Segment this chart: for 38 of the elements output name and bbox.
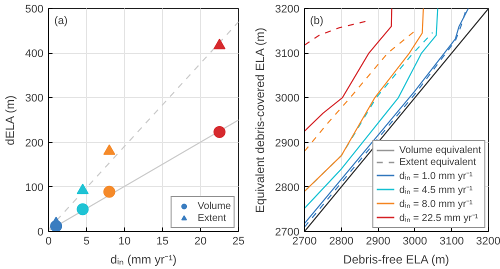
legend-label: dᵢₙ = 1.0 mm yr⁻¹ [399, 170, 473, 182]
annotation: (a) [54, 15, 68, 28]
y-tick-label: 2800 [275, 182, 300, 194]
y-tick-label: 2900 [275, 137, 300, 150]
legend-label: dᵢₙ = 8.0 mm yr⁻¹ [399, 198, 473, 210]
x-tick-label: 2700 [292, 236, 317, 248]
x-axis-title: Debris-free ELA (m) [343, 252, 450, 266]
x-tick-label: 3200 [476, 236, 500, 248]
y-axis-title: Equivalent debris-covered ELA (m) [253, 28, 268, 214]
y-tick-label: 0 [37, 226, 44, 238]
x-tick-label: 15 [156, 236, 169, 248]
legend-label: Volume [198, 200, 231, 212]
x-tick-label: 10 [118, 236, 131, 248]
x-tick-label: 2900 [366, 236, 390, 248]
x-tick-label: 0 [45, 236, 52, 248]
legend-label: Extent equivalent [399, 156, 476, 168]
y-tick-label: 3000 [275, 92, 300, 105]
y-tick-label: 500 [25, 4, 44, 16]
legend-label: Volume equivalent [399, 144, 481, 156]
x-tick-label: 5 [83, 236, 90, 248]
annotation: (b) [310, 15, 324, 28]
y-axis-title: dELA (m) [3, 95, 18, 146]
legend-label: dᵢₙ = 4.5 mm yr⁻¹ [399, 184, 473, 196]
y-tick-label: 100 [25, 182, 44, 194]
y-tick-label: 300 [25, 92, 44, 105]
line-series [304, 8, 392, 132]
y-tick-label: 200 [25, 137, 44, 150]
x-tick-label: 20 [194, 236, 207, 248]
x-tick-label: 25 [232, 236, 245, 248]
x-tick-label: 3100 [439, 236, 464, 248]
x-tick-label: 3000 [402, 236, 428, 248]
legend-label: dᵢₙ = 22.5 mm yr⁻¹ [399, 212, 478, 224]
y-tick-label: 400 [25, 48, 44, 60]
y-tick-label: 3100 [275, 48, 300, 60]
x-axis-title: dᵢₙ (mm yr⁻¹) [110, 252, 177, 266]
x-tick-label: 2800 [329, 236, 354, 248]
y-tick-label: 3200 [275, 4, 300, 16]
legend-label: Extent [198, 212, 226, 224]
